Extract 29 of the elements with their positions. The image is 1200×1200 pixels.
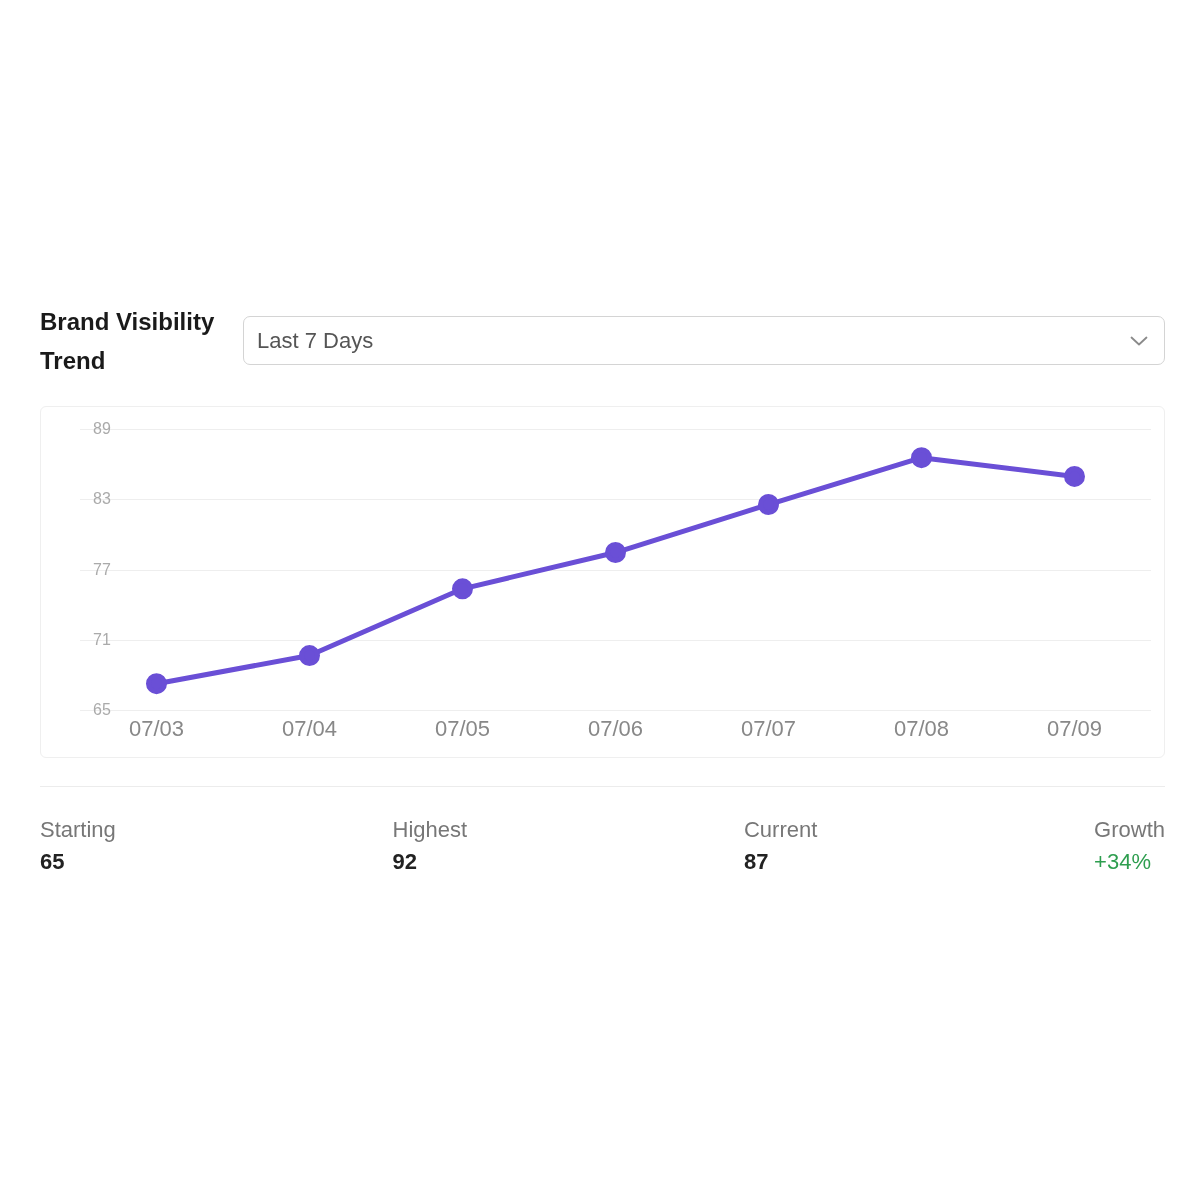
chart-title: Brand Visibility Trend bbox=[40, 307, 216, 376]
point bbox=[605, 542, 626, 564]
text: 87 bbox=[743, 848, 770, 876]
text: Starting bbox=[40, 816, 116, 844]
y-tick-label: 71 bbox=[93, 630, 111, 648]
text: 65 bbox=[40, 848, 66, 876]
text: Growth bbox=[1094, 816, 1165, 844]
x-tick-label: 07/06 bbox=[587, 715, 644, 741]
point bbox=[911, 447, 932, 469]
x-tick-label: 07/05 bbox=[434, 715, 491, 741]
point bbox=[1064, 465, 1085, 487]
text: 92 bbox=[392, 848, 419, 876]
x-tick-label: 07/07 bbox=[740, 715, 797, 741]
y-tick-label: 65 bbox=[93, 701, 111, 719]
text: Highest bbox=[392, 816, 468, 844]
text: +34% bbox=[1094, 848, 1152, 876]
point bbox=[146, 673, 167, 695]
x-tick-label: 07/09 bbox=[1046, 715, 1103, 741]
x-tick-label: 07/04 bbox=[281, 715, 338, 741]
y-tick-label: 89 bbox=[93, 420, 111, 438]
x-tick-label: 07/03 bbox=[128, 715, 185, 741]
y-tick-label: 83 bbox=[93, 490, 111, 508]
text: Last 7 Days bbox=[257, 327, 374, 355]
text: Current bbox=[743, 816, 818, 844]
x-tick-label: 07/08 bbox=[893, 715, 950, 741]
y-tick-label: 77 bbox=[93, 560, 111, 578]
point bbox=[299, 645, 320, 667]
point bbox=[452, 578, 473, 600]
point bbox=[758, 494, 779, 516]
